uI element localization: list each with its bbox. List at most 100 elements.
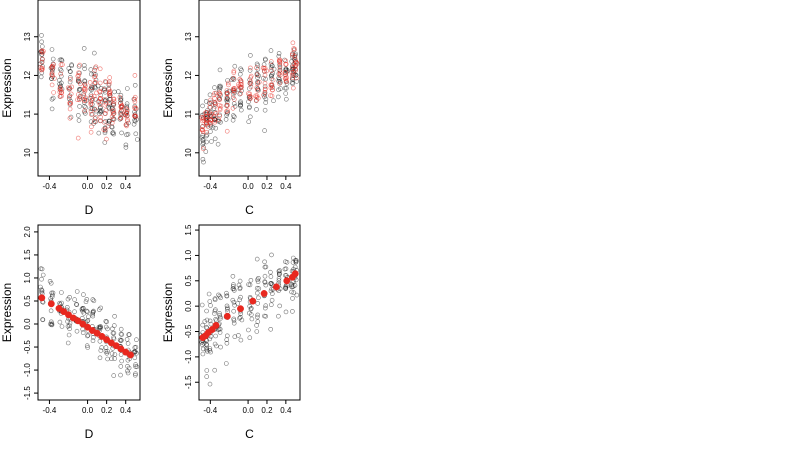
- data-point: [277, 57, 283, 63]
- x-tick-label: 0.0: [82, 182, 94, 191]
- data-point: [74, 301, 79, 307]
- data-point: [39, 44, 45, 49]
- data-point: [247, 91, 252, 97]
- data-point: [261, 68, 267, 73]
- data-point: [66, 66, 72, 71]
- data-point: [255, 66, 261, 72]
- data-point: [262, 305, 268, 311]
- y-tick-label: 13: [23, 32, 32, 41]
- data-point: [284, 259, 290, 265]
- data-point: [217, 311, 222, 316]
- data-point: [92, 80, 98, 85]
- data-point: [212, 104, 218, 109]
- data-point: [263, 282, 269, 288]
- data-point: [93, 115, 98, 120]
- y-tick-label: 1.0: [23, 272, 32, 284]
- data-point: [92, 74, 97, 80]
- data-point: [98, 92, 104, 98]
- data-point: [88, 129, 94, 135]
- y-tick-label: 1.5: [184, 224, 193, 236]
- data-point: [212, 119, 218, 125]
- data-point: [213, 101, 218, 106]
- data-point: [262, 87, 268, 92]
- data-point: [119, 358, 124, 364]
- data-point: [112, 352, 118, 357]
- data-point: [124, 337, 130, 342]
- data-point: [217, 106, 223, 111]
- data-point: [106, 91, 112, 96]
- data-point: [253, 98, 259, 104]
- fitted-point: [74, 317, 82, 325]
- data-point: [207, 101, 213, 106]
- data-point: [294, 292, 300, 298]
- data-point: [57, 66, 63, 72]
- data-point: [276, 268, 282, 274]
- data-point: [218, 316, 223, 321]
- data-point: [292, 54, 298, 59]
- data-point: [112, 313, 117, 319]
- data-point: [256, 73, 261, 78]
- data-point: [77, 97, 82, 103]
- data-point: [83, 95, 88, 101]
- data-point: [238, 71, 243, 77]
- data-point: [264, 68, 270, 74]
- data-point: [214, 110, 219, 116]
- data-point: [248, 65, 253, 71]
- data-point: [97, 102, 103, 107]
- data-point: [290, 51, 295, 56]
- data-point: [294, 258, 299, 263]
- data-point: [283, 62, 289, 67]
- data-point: [255, 279, 261, 285]
- x-tick-label: 0.4: [120, 182, 132, 191]
- data-point: [268, 326, 274, 332]
- y-tick-label: 11: [184, 109, 193, 118]
- data-point: [204, 130, 209, 135]
- y-tick-label: -1.0: [23, 363, 32, 377]
- data-point: [262, 128, 267, 133]
- data-point: [83, 111, 88, 116]
- plot-frame: [198, 224, 301, 401]
- data-point: [86, 314, 91, 320]
- data-point: [99, 345, 104, 350]
- data-point: [123, 145, 129, 150]
- fitted-point: [65, 311, 72, 319]
- y-tick-label: 0.0: [23, 318, 32, 330]
- data-point: [60, 62, 65, 67]
- data-point: [277, 68, 283, 73]
- data-point: [67, 79, 73, 85]
- x-tick-label: -0.4: [203, 406, 217, 415]
- data-point: [76, 87, 82, 93]
- data-point: [289, 80, 295, 86]
- data-point: [88, 102, 94, 107]
- data-point: [254, 256, 260, 262]
- data-point: [201, 144, 206, 150]
- x-tick-label: 0.4: [120, 406, 132, 415]
- data-point: [277, 81, 282, 86]
- data-point: [207, 104, 212, 110]
- data-point: [83, 87, 88, 92]
- data-point: [200, 157, 206, 162]
- data-point: [204, 317, 210, 323]
- data-point: [254, 65, 259, 70]
- data-point: [276, 51, 282, 56]
- data-point: [262, 280, 268, 285]
- data-point: [283, 58, 289, 64]
- data-point: [112, 89, 117, 95]
- data-point: [118, 338, 124, 344]
- x-tick-label: 0.2: [101, 406, 113, 415]
- data-point: [48, 280, 54, 286]
- data-point: [110, 117, 116, 122]
- data-point: [88, 106, 94, 111]
- data-point: [81, 46, 87, 51]
- data-point: [123, 142, 129, 148]
- data-point: [282, 57, 287, 63]
- fitted-point: [93, 329, 101, 337]
- data-point: [119, 130, 124, 136]
- data-point: [131, 121, 137, 127]
- data-point: [133, 372, 138, 378]
- data-point: [254, 329, 260, 334]
- data-point: [246, 282, 251, 287]
- data-point: [207, 110, 212, 116]
- data-point: [275, 94, 281, 100]
- data-point: [89, 112, 94, 117]
